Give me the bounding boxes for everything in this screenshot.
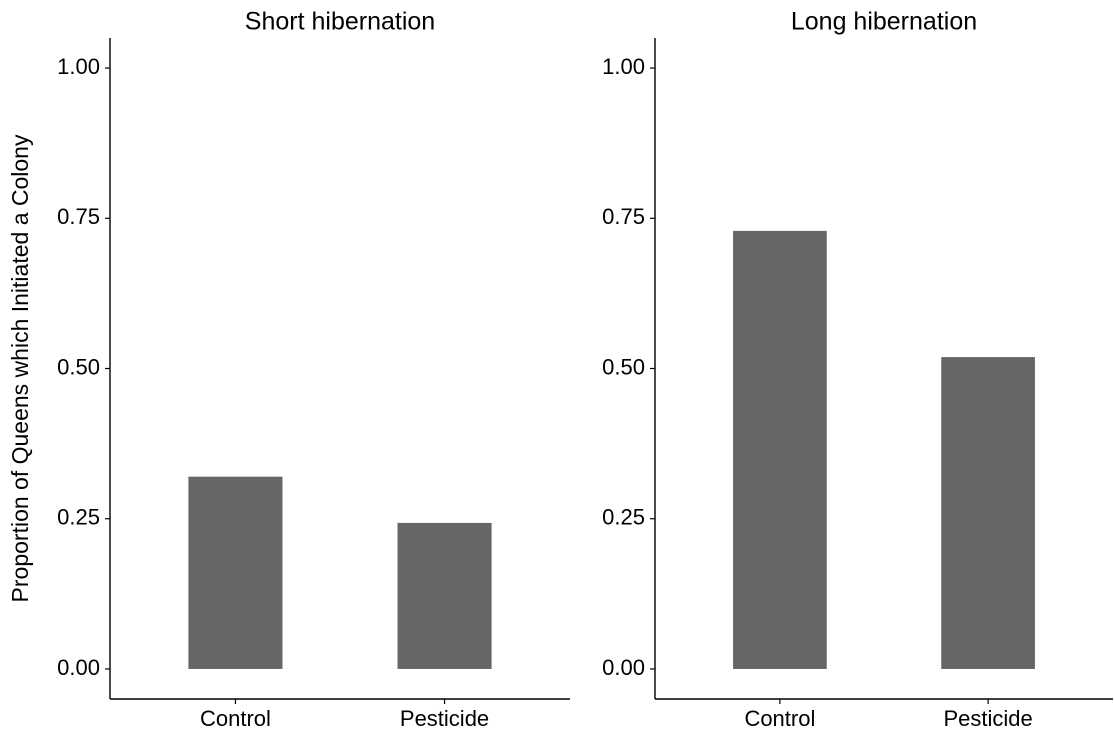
x-tick-label: Pesticide bbox=[400, 706, 489, 731]
x-tick-label: Pesticide bbox=[943, 706, 1032, 731]
bar bbox=[397, 522, 492, 669]
bar bbox=[188, 476, 283, 669]
x-tick-label: Control bbox=[200, 706, 271, 731]
y-axis-label: Proportion of Queens which Initiated a C… bbox=[7, 134, 33, 602]
y-tick-label: 1.00 bbox=[57, 54, 100, 79]
y-tick-label: 0.00 bbox=[57, 655, 100, 680]
bar bbox=[733, 230, 827, 669]
y-tick-label: 1.00 bbox=[602, 54, 645, 79]
panel-title: Long hibernation bbox=[791, 8, 977, 36]
y-tick-label: 0.00 bbox=[602, 655, 645, 680]
y-tick-label: 0.50 bbox=[602, 354, 645, 379]
y-tick-label: 0.50 bbox=[57, 354, 100, 379]
x-tick-label: Control bbox=[744, 706, 815, 731]
panel-title: Short hibernation bbox=[245, 8, 435, 36]
bar bbox=[941, 357, 1035, 669]
y-tick-label: 0.75 bbox=[57, 204, 100, 229]
y-tick-label: 0.75 bbox=[602, 204, 645, 229]
y-tick-label: 0.25 bbox=[57, 505, 100, 530]
y-tick-label: 0.25 bbox=[602, 505, 645, 530]
